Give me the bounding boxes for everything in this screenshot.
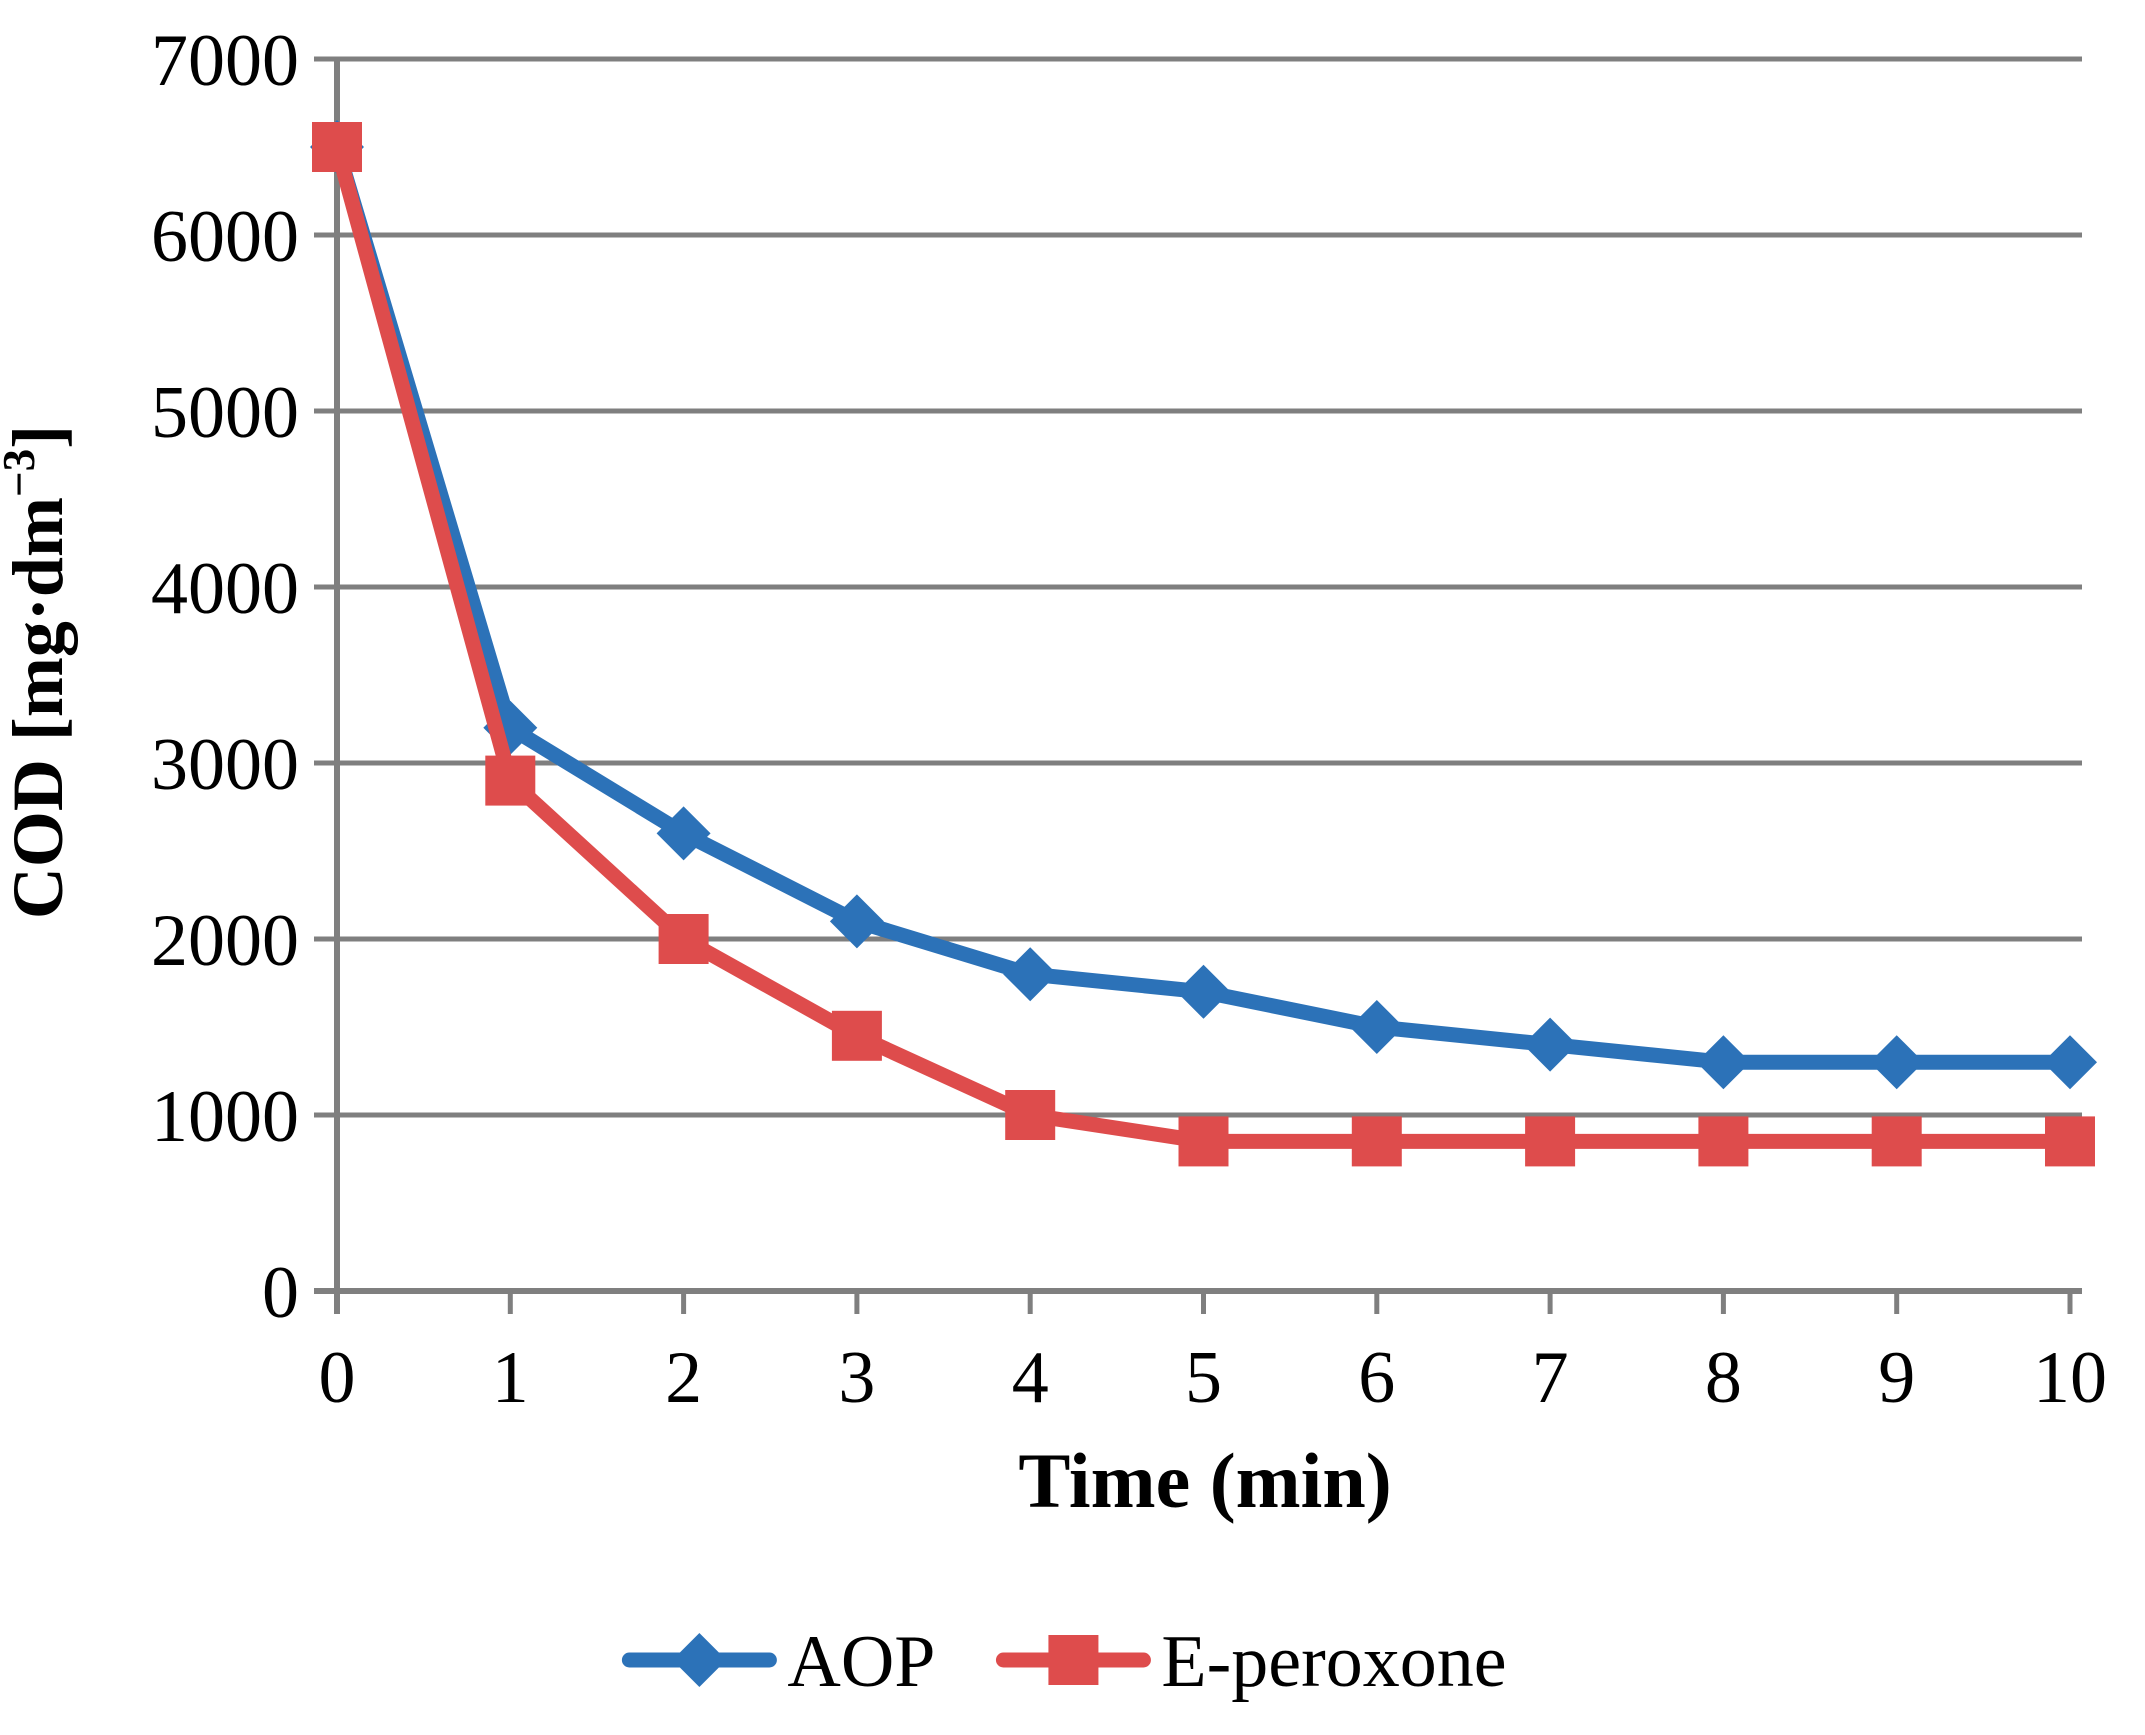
legend: AOP E-peroxone bbox=[621, 1621, 1507, 1703]
x-tick-label-8: 8 bbox=[1705, 1337, 1742, 1419]
x-axis-title: Time (min) bbox=[1018, 1437, 1391, 1524]
series-aop bbox=[310, 120, 2097, 1090]
x-tick-label-7: 7 bbox=[1532, 1337, 1569, 1419]
x-tick-label-6: 6 bbox=[1358, 1337, 1395, 1419]
series-e-peroxone bbox=[312, 122, 2095, 1167]
x-tick-label-0: 0 bbox=[319, 1337, 356, 1419]
legend-diamond-icon bbox=[672, 1633, 727, 1687]
series-e-peroxone-marker-10 bbox=[2045, 1116, 2095, 1167]
legend-square-icon bbox=[1048, 1635, 1099, 1685]
y-tick-label-1000: 1000 bbox=[151, 1076, 299, 1158]
series-aop-marker-7 bbox=[1523, 1017, 1578, 1072]
y-axis-title-superscript: −3 bbox=[0, 449, 44, 497]
series-e-peroxone-marker-1 bbox=[485, 755, 536, 806]
series-aop-marker-8 bbox=[1696, 1035, 1751, 1090]
series-e-peroxone-marker-2 bbox=[658, 914, 709, 964]
x-tick-label-10: 10 bbox=[2033, 1337, 2107, 1419]
y-axis-title-main: COD [mg·dm bbox=[0, 497, 78, 919]
series-e-peroxone-marker-8 bbox=[1698, 1116, 1749, 1167]
series-e-peroxone-marker-7 bbox=[1525, 1116, 1576, 1167]
y-tick-label-5000: 5000 bbox=[151, 372, 299, 454]
series-e-peroxone-marker-0 bbox=[312, 122, 362, 172]
legend-label-aop: AOP bbox=[787, 1621, 935, 1703]
series-e-peroxone-marker-6 bbox=[1351, 1116, 1402, 1167]
legend-item-e-peroxone: E-peroxone bbox=[995, 1621, 1507, 1703]
x-tick-label-3: 3 bbox=[838, 1337, 875, 1419]
series-aop-marker-10 bbox=[2043, 1035, 2097, 1090]
series-aop-marker-5 bbox=[1176, 964, 1231, 1019]
x-tick-label-9: 9 bbox=[1878, 1337, 1915, 1419]
x-tick-label-5: 5 bbox=[1185, 1337, 1222, 1419]
series-aop-marker-2 bbox=[656, 806, 711, 861]
y-axis-title: COD [mg·dm−3] bbox=[0, 425, 78, 919]
legend-label-e-peroxone: E-peroxone bbox=[1161, 1621, 1506, 1703]
x-tick-label-1: 1 bbox=[492, 1337, 529, 1419]
series-aop-line bbox=[329, 139, 2078, 1070]
y-tick-label-6000: 6000 bbox=[151, 196, 299, 278]
y-tick-label-7000: 7000 bbox=[151, 20, 299, 102]
series-e-peroxone-marker-9 bbox=[1871, 1116, 1922, 1167]
y-tick-label-0: 0 bbox=[262, 1252, 299, 1334]
y-tick-label-2000: 2000 bbox=[151, 900, 299, 982]
series-e-peroxone-marker-3 bbox=[831, 1010, 882, 1061]
series-aop-marker-6 bbox=[1349, 1000, 1404, 1054]
y-tick-label-4000: 4000 bbox=[151, 548, 299, 630]
y-axis-title-close: ] bbox=[0, 425, 78, 449]
legend-item-aop: AOP bbox=[621, 1621, 935, 1703]
x-tick-label-4: 4 bbox=[1012, 1337, 1049, 1419]
series-aop-marker-9 bbox=[1869, 1035, 1924, 1090]
series-e-peroxone-marker-5 bbox=[1178, 1116, 1229, 1167]
x-tick-label-2: 2 bbox=[665, 1337, 702, 1419]
series-e-peroxone-marker-4 bbox=[1005, 1090, 1056, 1140]
series-aop-marker-3 bbox=[829, 894, 884, 949]
y-tick-label-3000: 3000 bbox=[151, 724, 299, 806]
series-aop-marker-4 bbox=[1003, 947, 1058, 1002]
